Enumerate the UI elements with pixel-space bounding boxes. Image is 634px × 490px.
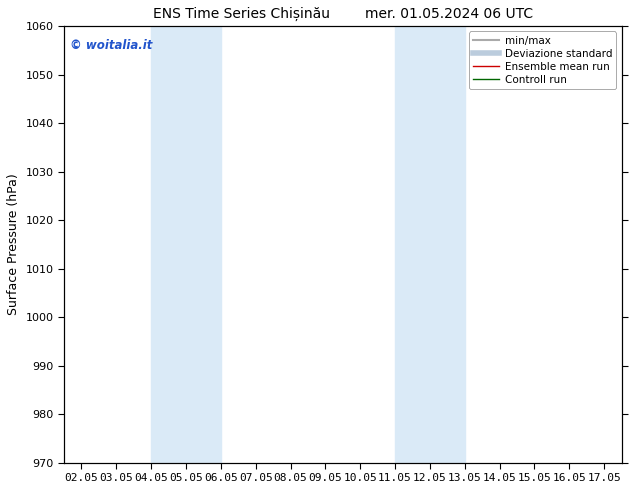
Text: © woitalia.it: © woitalia.it — [70, 39, 152, 52]
Bar — [395, 26, 465, 463]
Legend: min/max, Deviazione standard, Ensemble mean run, Controll run: min/max, Deviazione standard, Ensemble m… — [469, 31, 616, 89]
Bar — [151, 26, 221, 463]
Y-axis label: Surface Pressure (hPa): Surface Pressure (hPa) — [7, 173, 20, 316]
Title: ENS Time Series Chișinău        mer. 01.05.2024 06 UTC: ENS Time Series Chișinău mer. 01.05.2024… — [153, 7, 533, 21]
